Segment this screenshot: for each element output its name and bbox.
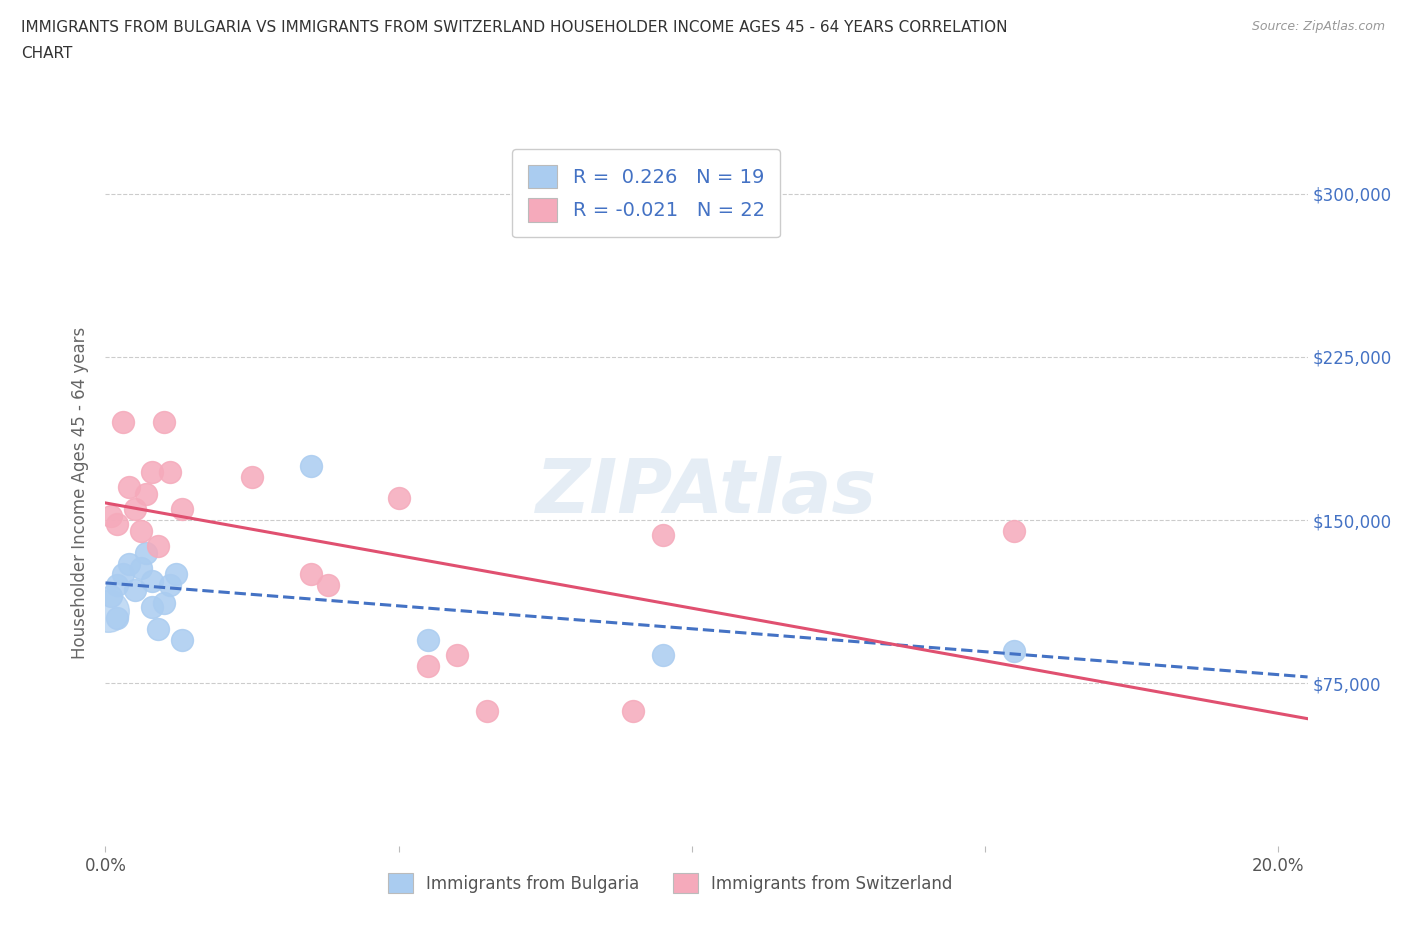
Point xyxy=(240,469,263,484)
Point xyxy=(148,538,170,553)
Point xyxy=(446,647,468,662)
Point xyxy=(170,632,193,647)
Point xyxy=(129,561,152,576)
Point xyxy=(651,528,673,543)
Point xyxy=(105,610,128,625)
Point xyxy=(124,502,146,517)
Point xyxy=(129,524,152,538)
Point xyxy=(165,567,187,582)
Point xyxy=(141,465,163,480)
Point xyxy=(135,545,157,560)
Point xyxy=(112,567,135,582)
Point xyxy=(153,415,176,430)
Point xyxy=(97,604,120,618)
Point xyxy=(159,578,181,592)
Point xyxy=(621,704,644,719)
Point xyxy=(159,465,181,480)
Point xyxy=(475,704,498,719)
Point xyxy=(118,556,141,571)
Point xyxy=(316,578,339,592)
Point xyxy=(148,621,170,636)
Point xyxy=(299,567,322,582)
Point xyxy=(388,491,411,506)
Point xyxy=(105,517,128,532)
Point xyxy=(1002,524,1025,538)
Point xyxy=(651,647,673,662)
Point xyxy=(141,600,163,615)
Point xyxy=(100,509,122,524)
Text: IMMIGRANTS FROM BULGARIA VS IMMIGRANTS FROM SWITZERLAND HOUSEHOLDER INCOME AGES : IMMIGRANTS FROM BULGARIA VS IMMIGRANTS F… xyxy=(21,20,1008,35)
Point xyxy=(299,458,322,473)
Point xyxy=(153,595,176,610)
Point xyxy=(100,589,122,604)
Point xyxy=(135,486,157,501)
Legend: Immigrants from Bulgaria, Immigrants from Switzerland: Immigrants from Bulgaria, Immigrants fro… xyxy=(380,865,962,901)
Point xyxy=(105,578,128,592)
Point xyxy=(141,574,163,589)
Text: ZIPAtlas: ZIPAtlas xyxy=(536,457,877,529)
Point xyxy=(170,502,193,517)
Text: CHART: CHART xyxy=(21,46,73,61)
Point xyxy=(112,415,135,430)
Point xyxy=(1002,644,1025,658)
Point xyxy=(416,632,439,647)
Point xyxy=(118,480,141,495)
Point xyxy=(416,658,439,673)
Point xyxy=(124,582,146,597)
Text: Source: ZipAtlas.com: Source: ZipAtlas.com xyxy=(1251,20,1385,33)
Y-axis label: Householder Income Ages 45 - 64 years: Householder Income Ages 45 - 64 years xyxy=(72,326,90,659)
